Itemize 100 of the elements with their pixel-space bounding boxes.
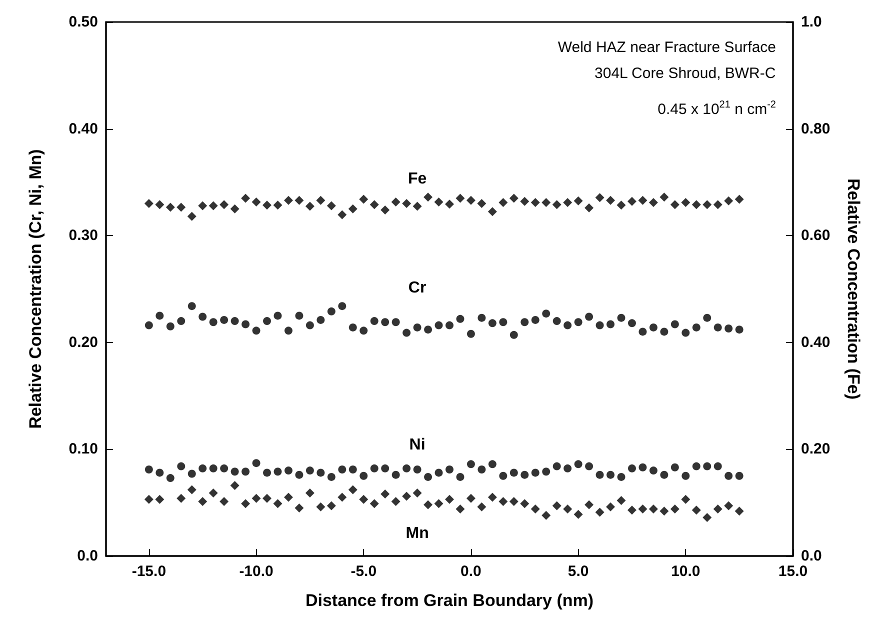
point — [370, 464, 378, 472]
point — [499, 472, 508, 480]
point — [564, 321, 572, 330]
point — [402, 492, 412, 501]
point — [177, 462, 186, 470]
point — [381, 318, 390, 326]
x-tick-label: 5.0 — [568, 563, 589, 580]
point — [166, 474, 174, 482]
point — [574, 318, 582, 326]
point — [713, 200, 722, 210]
point — [466, 196, 476, 205]
point — [424, 326, 432, 334]
point — [295, 470, 304, 479]
point — [391, 497, 400, 506]
point — [724, 501, 734, 510]
point — [144, 199, 154, 208]
point — [220, 200, 229, 210]
point — [724, 324, 733, 333]
point — [488, 460, 496, 468]
point — [510, 330, 518, 339]
x-tick-label: -15.0 — [132, 563, 166, 580]
point — [530, 504, 540, 514]
point — [445, 494, 454, 504]
point — [702, 200, 712, 210]
point — [242, 468, 250, 476]
point — [359, 194, 368, 204]
point — [230, 481, 240, 490]
point — [360, 472, 368, 480]
point — [584, 203, 594, 212]
point — [263, 317, 272, 326]
point — [530, 198, 540, 207]
point — [552, 200, 562, 210]
point — [326, 201, 336, 210]
point — [542, 198, 551, 207]
point — [230, 317, 239, 326]
point — [660, 506, 669, 516]
y-tick-label: 0.30 — [68, 227, 98, 244]
point — [638, 504, 648, 514]
point — [510, 468, 518, 477]
point — [305, 202, 314, 211]
point — [682, 472, 690, 480]
x-axis-title: Distance from Grain Boundary (nm) — [305, 591, 594, 610]
y-tick-label: 0.10 — [68, 440, 98, 458]
point — [220, 464, 228, 472]
y2-tick-label: 0.0 — [801, 548, 822, 564]
point — [155, 494, 164, 504]
point — [295, 312, 304, 320]
point — [616, 200, 626, 210]
point — [305, 488, 314, 498]
y-tick-label: 0.40 — [68, 120, 98, 138]
point — [714, 462, 722, 470]
x-tick-label: -10.0 — [239, 563, 274, 580]
point — [424, 500, 433, 510]
point — [456, 194, 465, 203]
point — [606, 196, 616, 205]
point — [595, 193, 604, 202]
y-tick-label: 0.0 — [77, 548, 98, 564]
point — [187, 485, 196, 494]
point — [660, 328, 668, 336]
point — [520, 470, 529, 479]
point — [585, 312, 594, 321]
point — [552, 501, 562, 510]
point — [359, 494, 368, 504]
point — [542, 510, 551, 520]
point — [284, 326, 292, 335]
point — [735, 326, 744, 334]
point — [584, 500, 594, 510]
point — [446, 321, 454, 330]
point — [413, 323, 422, 332]
point — [208, 201, 218, 210]
point — [477, 199, 486, 208]
annotation: 304L Core Shroud, BWR-C — [594, 65, 776, 82]
point — [692, 506, 701, 515]
point — [703, 462, 712, 470]
series-label: Ni — [409, 436, 426, 454]
point — [681, 198, 690, 207]
y2-axis-title: Relative Concentration (Fe) — [844, 178, 863, 400]
point — [702, 513, 712, 522]
point — [638, 196, 648, 205]
point — [670, 320, 679, 328]
point — [338, 465, 346, 474]
point — [306, 466, 314, 475]
point — [348, 204, 358, 214]
point — [456, 504, 465, 514]
point — [187, 212, 196, 221]
point — [348, 323, 357, 332]
point — [392, 318, 400, 326]
point — [155, 200, 164, 210]
point — [617, 472, 626, 481]
point — [681, 494, 690, 504]
point — [714, 323, 722, 332]
point — [628, 319, 636, 328]
point — [370, 317, 378, 326]
point — [262, 200, 272, 210]
series-label: Cr — [408, 280, 426, 297]
point — [413, 465, 422, 474]
point — [241, 499, 250, 508]
point — [617, 314, 626, 322]
point — [542, 310, 550, 318]
point — [327, 472, 336, 481]
